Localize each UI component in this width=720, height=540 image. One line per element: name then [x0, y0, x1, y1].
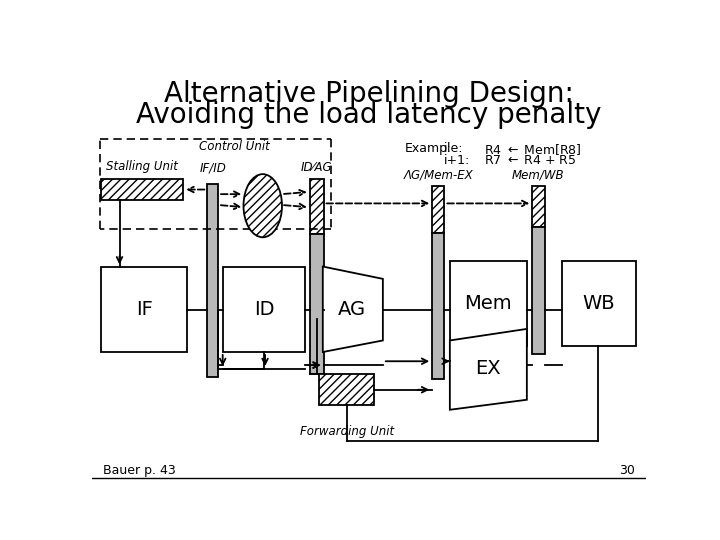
Text: Avoiding the load latency penalty: Avoiding the load latency penalty	[136, 101, 602, 129]
Text: i+1:: i+1:	[444, 154, 470, 167]
Bar	[222, 267, 305, 352]
Bar	[562, 261, 636, 346]
Text: Stalling Unit: Stalling Unit	[106, 160, 178, 173]
Bar	[101, 267, 187, 352]
Bar	[532, 226, 544, 354]
Text: i:: i:	[444, 142, 451, 155]
Text: EX: EX	[475, 360, 501, 379]
Text: ΛG/Mem-EX: ΛG/Mem-EX	[403, 169, 473, 182]
Bar	[450, 261, 527, 346]
Text: WB: WB	[582, 294, 615, 313]
Ellipse shape	[243, 174, 282, 237]
Text: Bauer p. 43: Bauer p. 43	[102, 464, 176, 477]
Bar	[310, 179, 323, 234]
Polygon shape	[323, 267, 383, 352]
Text: R7 $\leftarrow$ R4 + R5: R7 $\leftarrow$ R4 + R5	[485, 154, 577, 167]
Text: ID⁄AG: ID⁄AG	[301, 161, 333, 174]
Bar	[432, 186, 444, 233]
Text: Mem/WB: Mem/WB	[512, 169, 564, 182]
Text: Control Unit: Control Unit	[199, 140, 269, 153]
Text: IF/ID: IF/ID	[200, 162, 227, 175]
Bar	[310, 234, 323, 374]
Bar	[207, 184, 218, 377]
Text: ID: ID	[254, 300, 274, 319]
Bar	[532, 186, 544, 226]
Text: AG: AG	[338, 300, 366, 319]
Text: Example:: Example:	[405, 142, 464, 155]
Polygon shape	[450, 329, 527, 410]
Bar	[101, 179, 184, 200]
Text: Forwarding Unit: Forwarding Unit	[300, 425, 394, 438]
Text: 30: 30	[619, 464, 636, 477]
Text: Mem: Mem	[464, 294, 512, 313]
Bar	[432, 233, 444, 379]
Bar	[319, 374, 374, 405]
Text: R4 $\leftarrow$ Mem[R8]: R4 $\leftarrow$ Mem[R8]	[485, 142, 582, 157]
Text: IF: IF	[136, 300, 153, 319]
Text: Alternative Pipelining Design:: Alternative Pipelining Design:	[164, 80, 574, 108]
